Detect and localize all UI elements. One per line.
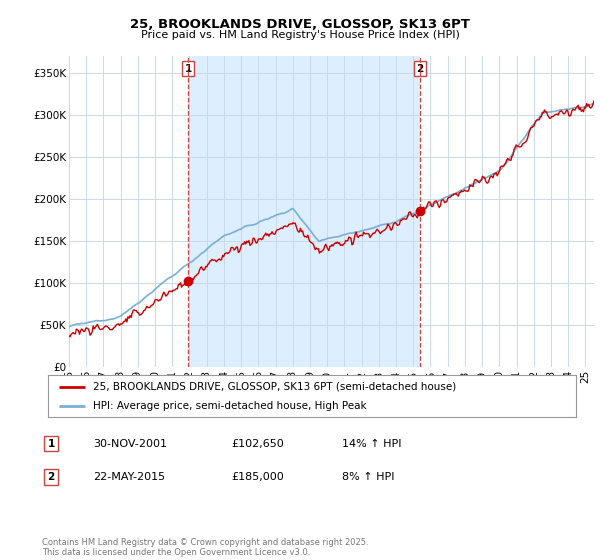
Text: Contains HM Land Registry data © Crown copyright and database right 2025.
This d: Contains HM Land Registry data © Crown c…: [42, 538, 368, 557]
Text: 1: 1: [184, 64, 192, 73]
Text: 2: 2: [416, 64, 424, 73]
Text: HPI: Average price, semi-detached house, High Peak: HPI: Average price, semi-detached house,…: [93, 401, 367, 411]
Text: 14% ↑ HPI: 14% ↑ HPI: [342, 438, 401, 449]
Text: 30-NOV-2001: 30-NOV-2001: [93, 438, 167, 449]
Bar: [188, 56, 420, 367]
Text: 22-MAY-2015: 22-MAY-2015: [93, 472, 165, 482]
Text: 2: 2: [47, 472, 55, 482]
Text: Price paid vs. HM Land Registry's House Price Index (HPI): Price paid vs. HM Land Registry's House …: [140, 30, 460, 40]
Text: £102,650: £102,650: [231, 438, 284, 449]
Text: 1: 1: [47, 438, 55, 449]
Text: 25, BROOKLANDS DRIVE, GLOSSOP, SK13 6PT: 25, BROOKLANDS DRIVE, GLOSSOP, SK13 6PT: [130, 18, 470, 31]
Text: £185,000: £185,000: [231, 472, 284, 482]
Text: 25, BROOKLANDS DRIVE, GLOSSOP, SK13 6PT (semi-detached house): 25, BROOKLANDS DRIVE, GLOSSOP, SK13 6PT …: [93, 381, 456, 391]
Text: 8% ↑ HPI: 8% ↑ HPI: [342, 472, 395, 482]
